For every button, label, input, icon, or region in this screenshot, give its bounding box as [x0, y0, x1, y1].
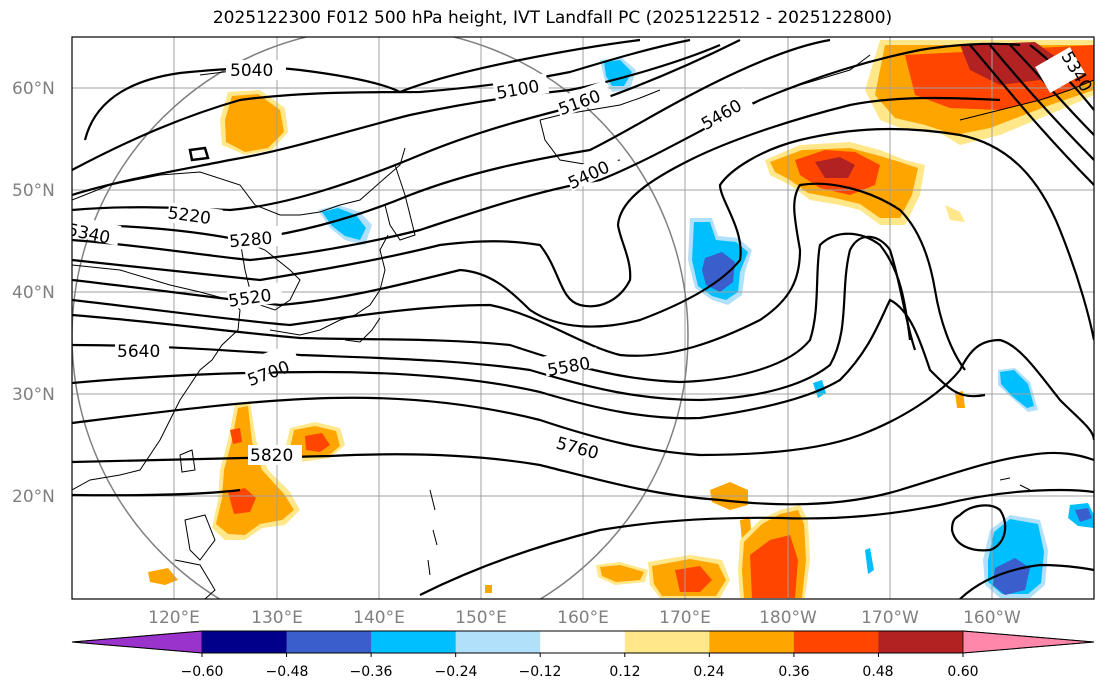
lon-tick-label: 140°E: [353, 608, 405, 628]
lat-tick-labels: 60°N 50°N 40°N 30°N 20°N: [12, 79, 55, 507]
colorbar-tick-label: 0.48: [862, 664, 893, 680]
map-title: 2025122300 F012 500 hPa height, IVT Land…: [212, 8, 893, 28]
lat-tick-label: 40°N: [12, 283, 55, 303]
lat-tick-label: 30°N: [12, 385, 55, 405]
map-frame: [71, 36, 1095, 600]
colorbar: [71, 630, 1095, 657]
contour-label: 5040: [230, 61, 273, 81]
colorbar-tick-label: −0.12: [519, 664, 562, 680]
lon-tick-label: 150°E: [455, 608, 507, 628]
colorbar-ticks: −0.60 −0.48 −0.36 −0.24 −0.12 0.12 0.24 …: [181, 664, 979, 680]
colorbar-tick-label: −0.60: [181, 664, 224, 680]
lon-tick-labels: 120°E 130°E 140°E 150°E 160°E 170°E 180°…: [148, 608, 1021, 628]
colorbar-segment: [455, 631, 541, 653]
colorbar-segment: [709, 631, 795, 653]
colorbar-segment: [286, 631, 372, 653]
lon-tick-label: 160°W: [963, 608, 1021, 628]
colorbar-segment: [540, 631, 626, 653]
contour-label: 5280: [228, 229, 273, 253]
height-contours: [72, 38, 1094, 599]
lon-tick-label: 130°E: [251, 608, 303, 628]
range-circle: [72, 37, 689, 599]
colorbar-tick-label: −0.48: [266, 664, 309, 680]
lat-tick-label: 60°N: [12, 79, 55, 99]
colorbar-tick-label: 0.36: [778, 664, 809, 680]
contour-label: 5820: [250, 446, 293, 466]
lon-tick-label: 160°E: [557, 608, 609, 628]
colorbar-tick-label: −0.24: [435, 664, 478, 680]
colorbar-segment: [878, 631, 964, 653]
colorbar-segment: [371, 631, 457, 653]
lat-tick-label: 20°N: [12, 487, 55, 507]
map-plot-area: 5040 5100 5160 5220 5280 5400 5460 5520 …: [72, 37, 1094, 599]
colorbar-segment: [793, 631, 879, 653]
lon-tick-label: 120°E: [148, 608, 200, 628]
contour-label: 5640: [117, 342, 160, 362]
lat-tick-label: 50°N: [12, 181, 55, 201]
colorbar-tick-label: 0.12: [609, 664, 640, 680]
lon-tick-label: 170°W: [861, 608, 919, 628]
colorbar-tick-label: 0.24: [693, 664, 724, 680]
colorbar-tick-label: 0.60: [947, 664, 978, 680]
lon-tick-label: 180°W: [759, 608, 817, 628]
colorbar-tick-label: −0.36: [350, 664, 393, 680]
colorbar-segment: [624, 631, 710, 653]
colorbar-segment: [202, 631, 288, 653]
colorbar-extend-high: [962, 630, 1095, 654]
lon-tick-label: 170°E: [659, 608, 711, 628]
colorbar-extend-low: [71, 630, 203, 654]
